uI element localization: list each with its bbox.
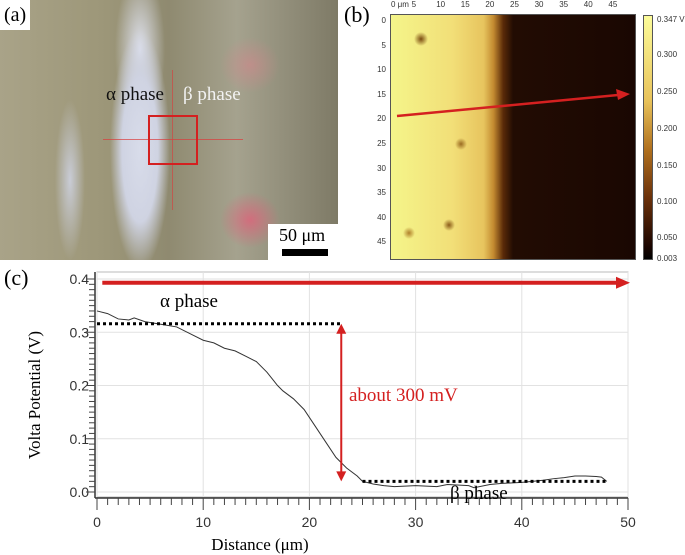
- map-y-tick: 20: [377, 114, 386, 124]
- y-tick-label: 0.1: [70, 431, 90, 447]
- colorbar-tick: 0.300: [657, 50, 678, 59]
- potential-difference-annotation: about 300 mV: [349, 385, 458, 406]
- colorbar-tick: 0.003: [657, 254, 678, 263]
- y-tick-label: 0.0: [70, 484, 90, 500]
- arrow-head-down: [336, 471, 347, 482]
- scan-region-box: [148, 115, 198, 165]
- x-tick-label: 20: [302, 514, 318, 530]
- crosshair-horizontal: [103, 139, 243, 140]
- x-tick-label: 40: [514, 514, 530, 530]
- scan-arrow-head: [616, 276, 630, 289]
- panel-label-c: (c): [4, 265, 29, 290]
- map-y-tick: 30: [377, 163, 386, 173]
- colorbar-tick: 0.150: [657, 161, 678, 170]
- colorbar-tick: 0.100: [657, 197, 678, 206]
- panel-label-b: (b): [344, 2, 370, 27]
- map-y-tick: 5: [381, 40, 386, 50]
- colorbar: [643, 15, 653, 260]
- map-y-tick: 0: [381, 16, 386, 25]
- map-y-tick: 35: [377, 188, 386, 198]
- kpfm-potential-map: [390, 14, 636, 260]
- y-tick-label: 0.3: [70, 324, 90, 340]
- map-x-tick: 35: [559, 0, 569, 9]
- alpha-phase-label: α phase: [106, 84, 164, 105]
- map-y-tick: 40: [377, 212, 386, 222]
- x-tick-label: 10: [195, 514, 211, 530]
- colorbar-tick: 0.050: [657, 233, 678, 242]
- scan-line-arrow: [396, 93, 619, 118]
- x-tick-label: 0: [93, 514, 101, 530]
- map-x-tick: 0 μm: [391, 0, 409, 9]
- scale-bar-label: 50 μm: [279, 225, 326, 245]
- map-x-tick: 30: [534, 0, 544, 9]
- map-x-tick: 45: [608, 0, 618, 9]
- scan-arrow-head: [616, 89, 630, 100]
- y-tick-label: 0.2: [70, 378, 90, 394]
- map-y-tick: 10: [377, 65, 386, 75]
- y-tick-label: 0.4: [70, 271, 90, 287]
- volta-potential-chart: 0.0 0.1 0.2 0.3 0.4 0 10 20 30 40 50 Distance (μm)…: [25, 271, 636, 554]
- beta-phase-label: β phase: [183, 84, 241, 105]
- scale-bar: [282, 249, 328, 256]
- panel-label-a: (a): [0, 0, 31, 30]
- beta-phase-annotation: β phase: [450, 483, 508, 504]
- map-x-tick: 5: [411, 0, 417, 9]
- optical-micrograph: α phase β phase 50 μm (a): [0, 0, 338, 260]
- map-y-tick: 25: [377, 139, 386, 148]
- map-x-tick: 15: [460, 0, 470, 9]
- x-tick-label: 50: [620, 514, 636, 530]
- colorbar-tick: 0.250: [657, 87, 678, 96]
- map-x-tick: 25: [510, 0, 519, 9]
- map-arrow-layer: [396, 89, 630, 118]
- colorbar-tick: 0.347 V: [657, 15, 685, 24]
- crosshair-vertical: [172, 70, 173, 210]
- alpha-phase-annotation: α phase: [160, 291, 218, 312]
- map-y-tick: 15: [377, 89, 386, 99]
- arrow-head-up: [336, 323, 347, 334]
- map-x-tick: 20: [485, 0, 495, 9]
- x-axis-label: Distance (μm): [211, 535, 308, 554]
- map-x-tick: 40: [583, 0, 593, 9]
- map-x-tick: 10: [436, 0, 446, 9]
- colorbar-tick: 0.200: [657, 124, 678, 133]
- y-axis-label: Volta Potential (V): [25, 331, 44, 459]
- map-y-tick: 45: [377, 237, 386, 247]
- x-tick-label: 30: [408, 514, 424, 530]
